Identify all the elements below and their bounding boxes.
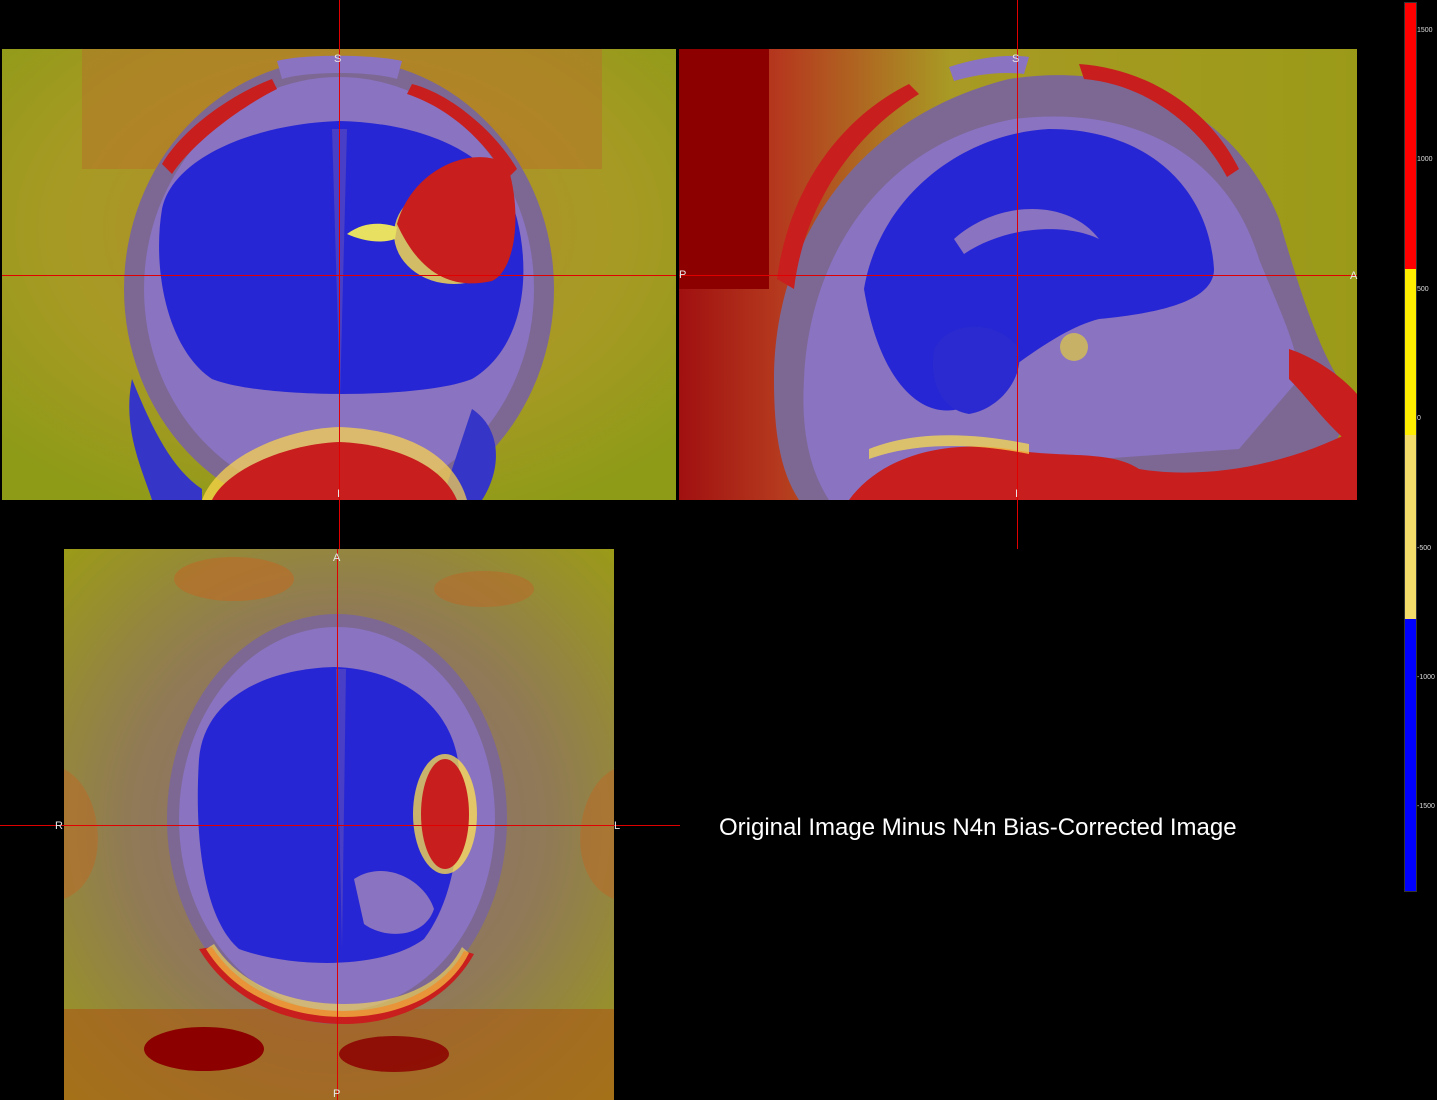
axial-crosshair-horizontal (0, 825, 680, 826)
coronal-label-bottom: I (337, 488, 341, 500)
coronal-label-top: S (334, 53, 342, 65)
sagittal-view[interactable] (679, 49, 1357, 500)
axial-label-top: A (333, 552, 341, 564)
colorbar-blue-segment (1405, 619, 1416, 891)
colorbar-tick-neg500: -500 (1417, 545, 1432, 552)
axial-label-left: R (55, 820, 63, 832)
axial-view[interactable] (64, 549, 614, 1100)
colorbar-tick-0: 0 (1417, 415, 1421, 422)
sagittal-label-bottom: I (1015, 488, 1019, 500)
colorbar-red-segment (1405, 3, 1416, 269)
colorbar-tick-neg1500: -1500 (1417, 803, 1435, 810)
coronal-crosshair-vertical (339, 0, 340, 549)
sagittal-label-left: P (679, 269, 687, 281)
crosshair-vertical (337, 549, 338, 1100)
colorbar-tick-1500: 1500 (1417, 27, 1433, 34)
axial-label-bottom: P (333, 1088, 341, 1100)
sagittal-label-right: A (1350, 270, 1358, 282)
colorbar-yellow-segment (1405, 269, 1416, 435)
sagittal-label-top: S (1012, 53, 1020, 65)
colorbar-tick-500: 500 (1417, 286, 1429, 293)
colorbar (1404, 2, 1417, 892)
axial-label-right: L (614, 820, 621, 832)
sagittal-crosshair-vertical (1017, 0, 1018, 549)
colorbar-tick-1000: 1000 (1417, 156, 1433, 163)
crosshair-horizontal (679, 275, 1357, 276)
image-caption: Original Image Minus N4n Bias-Corrected … (719, 814, 1237, 841)
colorbar-light-yellow-segment (1405, 435, 1416, 619)
sagittal-image (679, 49, 1357, 500)
colorbar-tick-neg1000: -1000 (1417, 674, 1435, 681)
